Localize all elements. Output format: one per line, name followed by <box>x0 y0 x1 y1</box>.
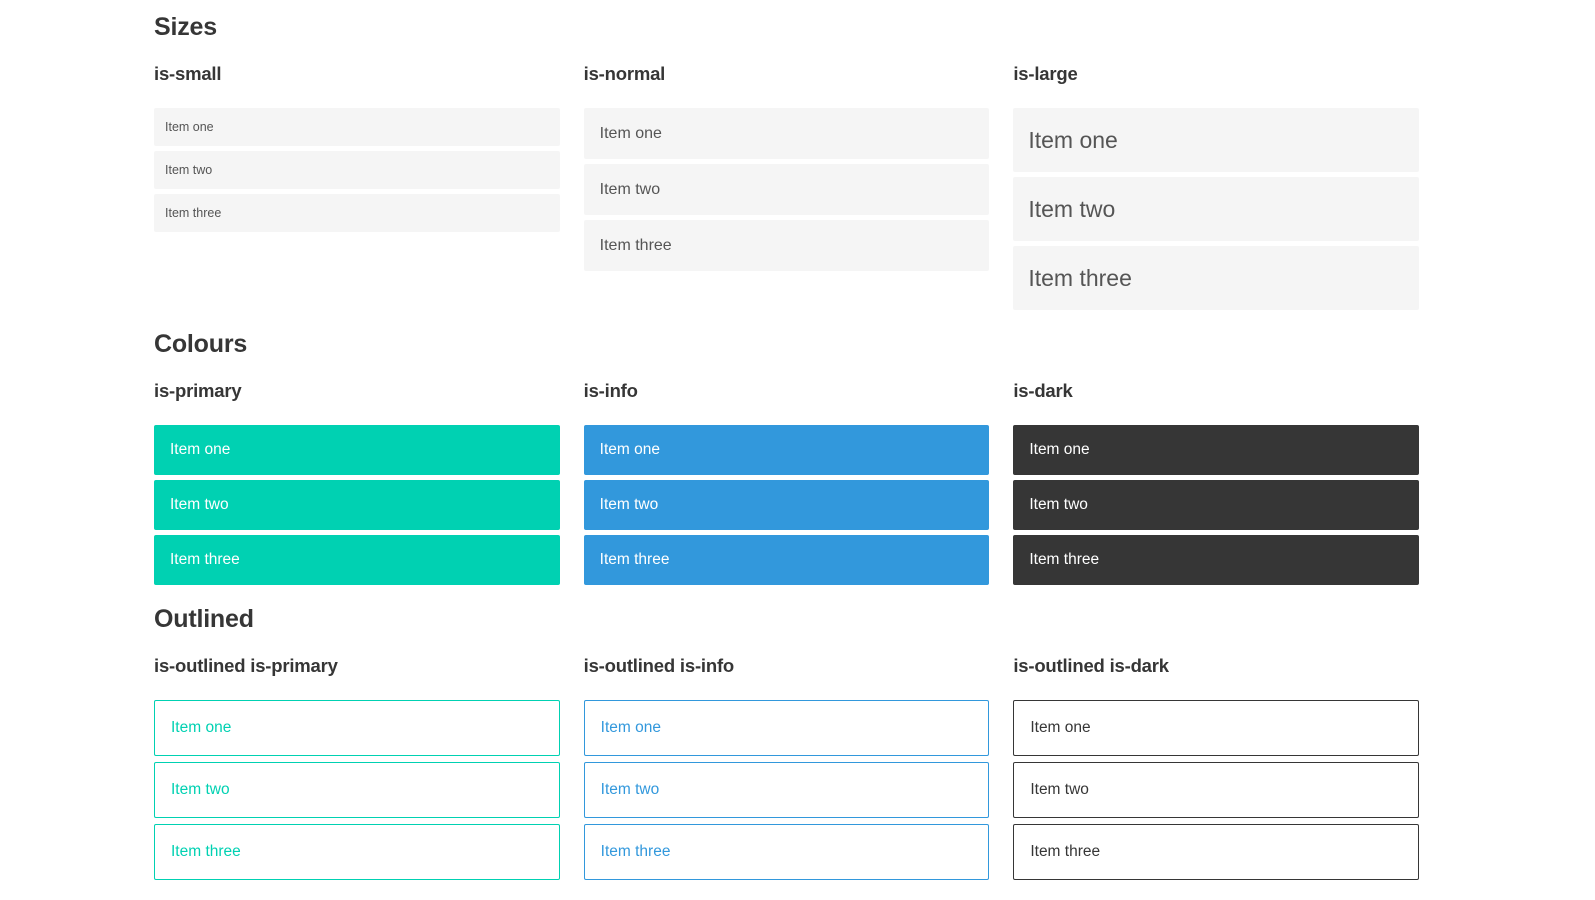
group-label-is-info: is-info <box>583 380 638 401</box>
list-item[interactable]: Item two <box>154 762 560 818</box>
list-item[interactable]: Item three <box>154 824 560 880</box>
panel-is-outlined-is-primary: is-outlined is-primary Item one Item two… <box>154 633 560 880</box>
list-item[interactable]: Item one <box>583 700 990 756</box>
panel-is-dark: is-dark Item one Item two Item three <box>1013 358 1419 585</box>
list-item[interactable]: Item two <box>154 151 560 189</box>
panel-is-small: is-small Item one Item two Item three <box>154 41 560 232</box>
list-item[interactable]: Item three <box>154 194 560 232</box>
group-label-is-large: is-large <box>1013 63 1078 84</box>
list-is-dark: Item one Item two Item three <box>1013 425 1419 585</box>
group-label-is-primary: is-primary <box>154 380 242 401</box>
list-item[interactable]: Item one <box>583 425 990 475</box>
list-item[interactable]: Item one <box>154 700 560 756</box>
group-label-is-small: is-small <box>154 63 222 84</box>
outlined-row: is-outlined is-primary Item one Item two… <box>154 633 1419 880</box>
colours-row: is-primary Item one Item two Item three … <box>154 358 1419 585</box>
list-is-large: Item one Item two Item three <box>1013 108 1419 310</box>
list-item[interactable]: Item one <box>1013 108 1419 172</box>
list-item[interactable]: Item one <box>154 425 560 475</box>
list-item[interactable]: Item three <box>154 535 560 585</box>
panel-is-info: is-info Item one Item two Item three <box>583 358 990 585</box>
section-colours: Colours is-primary Item one Item two Ite… <box>154 330 1419 585</box>
list-item[interactable]: Item two <box>583 164 990 215</box>
group-label-is-outlined-is-dark: is-outlined is-dark <box>1013 655 1169 676</box>
list-is-outlined-is-dark: Item one Item two Item three <box>1013 700 1419 880</box>
list-item[interactable]: Item one <box>583 108 990 159</box>
list-item[interactable]: Item two <box>1013 177 1419 241</box>
group-label-is-dark: is-dark <box>1013 380 1073 401</box>
group-label-is-outlined-is-primary: is-outlined is-primary <box>154 655 338 676</box>
list-item[interactable]: Item two <box>154 480 560 530</box>
list-item[interactable]: Item three <box>583 824 990 880</box>
panel-is-outlined-is-dark: is-outlined is-dark Item one Item two It… <box>1013 633 1419 880</box>
section-sizes: Sizes is-small Item one Item two Item th… <box>154 13 1419 310</box>
list-item[interactable]: Item two <box>1013 762 1419 818</box>
list-item[interactable]: Item one <box>1013 425 1419 475</box>
panel-is-outlined-is-info: is-outlined is-info Item one Item two It… <box>583 633 990 880</box>
list-is-normal: Item one Item two Item three <box>583 108 990 271</box>
list-item[interactable]: Item three <box>583 220 990 271</box>
page-content: Sizes is-small Item one Item two Item th… <box>154 13 1419 880</box>
list-is-outlined-is-primary: Item one Item two Item three <box>154 700 560 880</box>
list-is-outlined-is-info: Item one Item two Item three <box>583 700 990 880</box>
list-item[interactable]: Item three <box>1013 535 1419 585</box>
panel-is-large: is-large Item one Item two Item three <box>1013 41 1419 310</box>
section-title-colours: Colours <box>154 330 248 358</box>
list-item[interactable]: Item three <box>1013 246 1419 310</box>
list-item[interactable]: Item three <box>583 535 990 585</box>
list-item[interactable]: Item two <box>583 480 990 530</box>
section-title-sizes: Sizes <box>154 13 217 41</box>
list-item[interactable]: Item two <box>583 762 990 818</box>
list-item[interactable]: Item three <box>1013 824 1419 880</box>
section-title-outlined: Outlined <box>154 605 254 633</box>
list-item[interactable]: Item two <box>1013 480 1419 530</box>
list-is-primary: Item one Item two Item three <box>154 425 560 585</box>
list-item[interactable]: Item one <box>154 108 560 146</box>
group-label-is-normal: is-normal <box>583 63 666 84</box>
list-item[interactable]: Item one <box>1013 700 1419 756</box>
section-outlined: Outlined is-outlined is-primary Item one… <box>154 605 1419 880</box>
panel-is-normal: is-normal Item one Item two Item three <box>583 41 990 271</box>
group-label-is-outlined-is-info: is-outlined is-info <box>583 655 735 676</box>
panel-is-primary: is-primary Item one Item two Item three <box>154 358 560 585</box>
sizes-row: is-small Item one Item two Item three is… <box>154 41 1419 310</box>
list-is-small: Item one Item two Item three <box>154 108 560 232</box>
list-is-info: Item one Item two Item three <box>583 425 990 585</box>
